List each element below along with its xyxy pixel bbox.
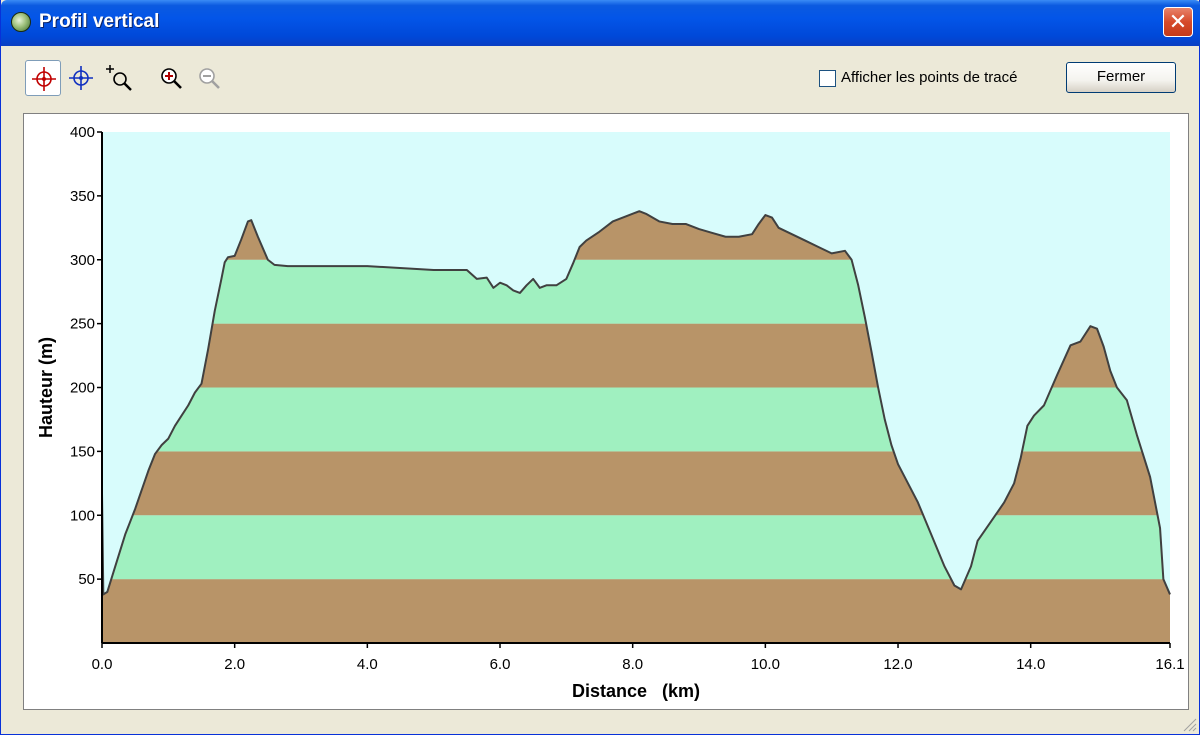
show-track-points-label[interactable]: Afficher les points de tracé: [841, 69, 1018, 86]
x-tick-label: 12.0: [883, 656, 912, 673]
x-tick-label: 6.0: [490, 656, 511, 673]
y-tick-label: 250: [70, 316, 95, 333]
zoom-in-tool-button[interactable]: [153, 60, 189, 96]
x-tick-label: 4.0: [357, 656, 378, 673]
elevation-band: [102, 579, 1170, 643]
target-red-tool-button[interactable]: [25, 60, 61, 96]
title-bar[interactable]: Profil vertical ✕: [1, 0, 1200, 46]
y-tick-label: 100: [70, 507, 95, 524]
x-axis-label: Distance (km): [572, 681, 700, 701]
fermer-button[interactable]: Fermer: [1066, 62, 1176, 93]
profile-line: [101, 210, 1171, 596]
y-axis-label: Hauteur (m): [36, 337, 56, 438]
globe-icon: [11, 12, 31, 32]
target-blue-icon: [69, 66, 93, 90]
close-button[interactable]: ✕: [1163, 7, 1193, 37]
zoom-out-tool-button[interactable]: [191, 60, 227, 96]
show-track-points-checkbox[interactable]: [819, 70, 836, 87]
y-tick-label: 200: [70, 380, 95, 397]
x-tick-label: 0.0: [92, 656, 113, 673]
x-tick-label: 16.1: [1155, 656, 1184, 673]
zoom-in-icon: [161, 68, 182, 89]
target-blue-tool-button[interactable]: [63, 60, 99, 96]
x-tick-label: 14.0: [1016, 656, 1045, 673]
x-tick-label: 8.0: [622, 656, 643, 673]
x-tick-label: 10.0: [751, 656, 780, 673]
y-tick-label: 400: [70, 124, 95, 141]
y-tick-label: 350: [70, 188, 95, 205]
elevation-profile-svg[interactable]: 50 100 150 200 250 300 350 400 0.0 2.0 4.0 6.0 8.0 10…: [24, 114, 1188, 709]
resize-grip-icon[interactable]: [1181, 716, 1197, 732]
window-title: Profil vertical: [39, 11, 160, 32]
elevation-chart: 50 100 150 200 250 300 350 400 0.0 2.0 4.0 6.0 8.0 10…: [23, 113, 1189, 710]
zoom-select-tool-button[interactable]: [101, 60, 137, 96]
target-red-icon: [32, 67, 56, 91]
zoom-out-icon: [199, 68, 220, 89]
y-tick-label: 50: [78, 571, 95, 588]
zoom-select-icon: [106, 65, 132, 91]
y-tick-label: 300: [70, 252, 95, 269]
y-tick-label: 150: [70, 443, 95, 460]
elevation-band: [102, 515, 1170, 580]
x-tick-label: 2.0: [224, 656, 245, 673]
